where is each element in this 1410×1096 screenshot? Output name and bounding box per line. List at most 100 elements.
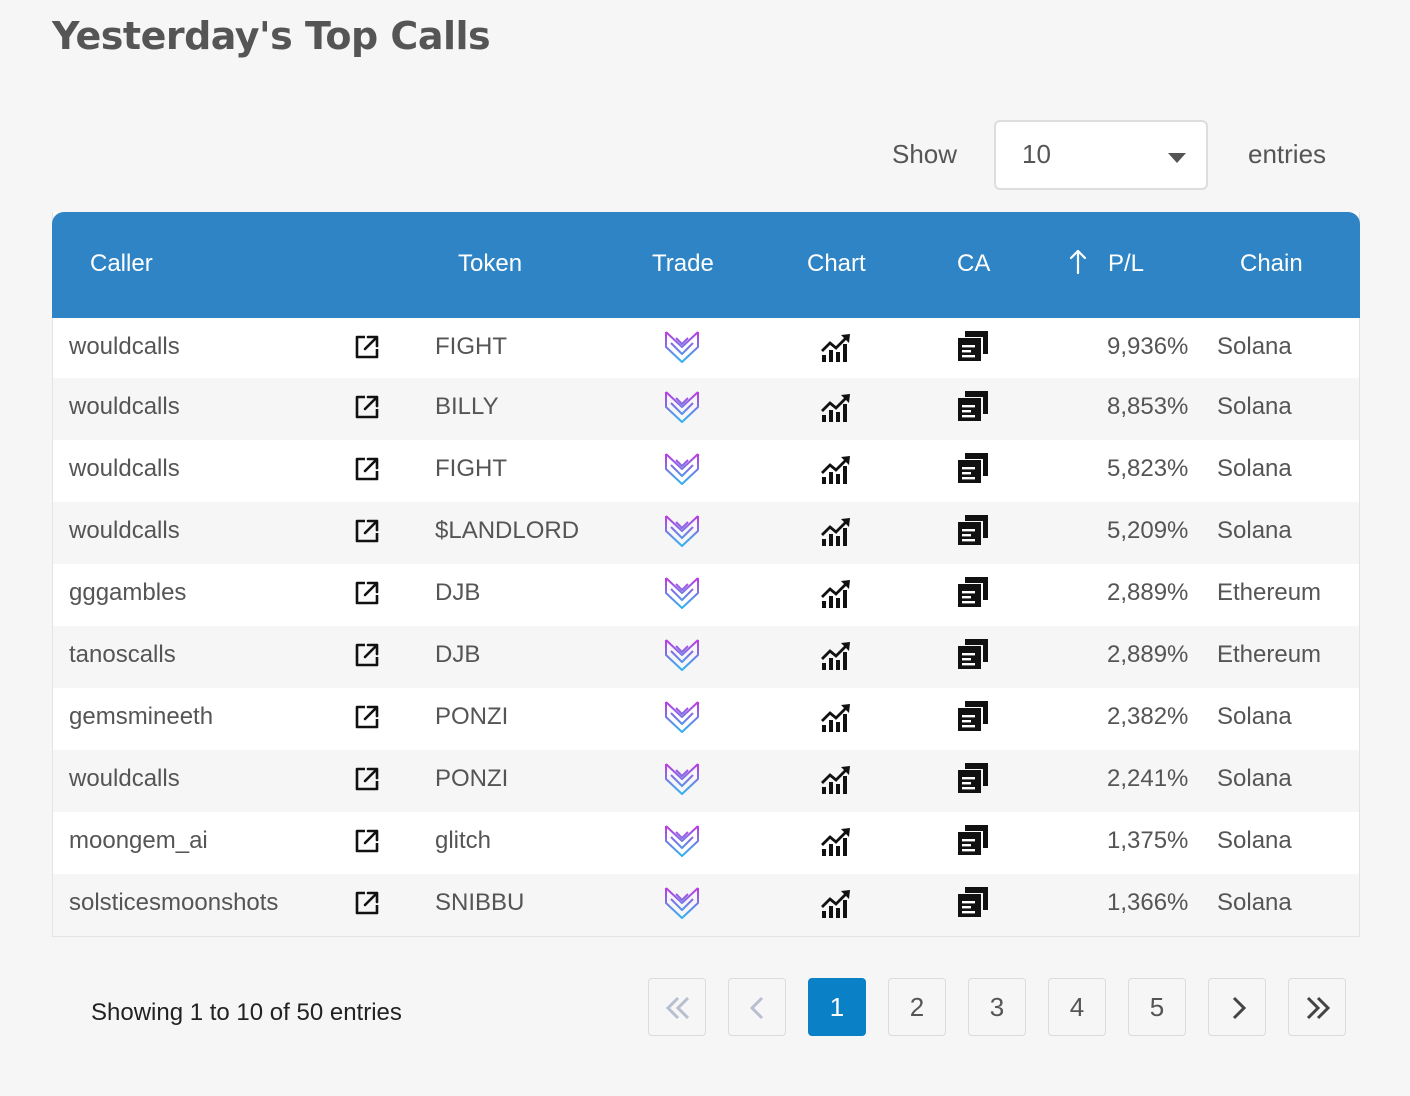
header-token[interactable]: Token [458,250,523,277]
copy-icon[interactable] [956,513,990,547]
trade-logo-icon[interactable] [664,575,700,611]
chart-trend-icon[interactable] [820,701,852,733]
token-symbol: DJB [435,579,481,606]
header-ca[interactable]: CA [957,250,991,277]
caller-name: wouldcalls [69,393,180,420]
table-row: gggambles DJB [53,564,1359,626]
pl-value: 1,366% [1107,889,1189,916]
chart-trend-icon[interactable] [820,331,852,363]
token-symbol: FIGHT [435,333,507,360]
chart-trend-icon[interactable] [820,577,852,609]
chart-trend-icon[interactable] [820,825,852,857]
trade-logo-icon[interactable] [664,823,700,859]
header-trade[interactable]: Trade [652,250,714,277]
external-link-icon[interactable] [354,766,380,792]
external-link-icon[interactable] [354,704,380,730]
pl-value: 5,823% [1107,455,1189,482]
token-symbol: $LANDLORD [435,517,580,544]
chart-trend-icon[interactable] [820,887,852,919]
chain-name: Solana [1217,517,1292,544]
copy-icon[interactable] [956,329,990,363]
caller-name: gggambles [69,579,187,606]
caller-name: moongem_ai [69,827,208,854]
external-link-icon[interactable] [354,456,380,482]
page-3-button[interactable]: 3 [968,978,1026,1036]
trade-logo-icon[interactable] [664,699,700,735]
copy-icon[interactable] [956,451,990,485]
prev-page-button[interactable] [728,978,786,1036]
chain-name: Solana [1217,455,1292,482]
caller-name: gemsmineeth [69,703,214,730]
chain-name: Solana [1217,393,1292,420]
caller-name: wouldcalls [69,333,180,360]
trade-logo-icon[interactable] [664,761,700,797]
trade-logo-icon[interactable] [664,513,700,549]
last-page-button[interactable] [1288,978,1346,1036]
page-2-button[interactable]: 2 [888,978,946,1036]
header-chart[interactable]: Chart [807,250,866,277]
copy-icon[interactable] [956,885,990,919]
page-4-button[interactable]: 4 [1048,978,1106,1036]
token-symbol: FIGHT [435,455,507,482]
token-symbol: PONZI [435,765,509,792]
token-symbol: PONZI [435,703,509,730]
trade-logo-icon[interactable] [664,637,700,673]
entries-length-control: Show 10 entries [892,120,1332,192]
trade-logo-icon[interactable] [664,389,700,425]
copy-icon[interactable] [956,699,990,733]
entries-select[interactable]: 10 [994,120,1208,190]
double-chevron-left-icon [665,996,690,1020]
show-label: Show [892,139,958,169]
table-row: wouldcalls FIGHT [53,318,1359,378]
chevron-left-icon [749,996,764,1020]
external-link-icon[interactable] [354,828,380,854]
external-link-icon[interactable] [354,394,380,420]
next-page-button[interactable] [1208,978,1266,1036]
header-caller[interactable]: Caller [90,250,153,277]
token-symbol: glitch [435,827,492,854]
token-symbol: BILLY [435,393,499,420]
trade-logo-icon[interactable] [664,329,700,365]
chart-trend-icon[interactable] [820,453,852,485]
page-1-button[interactable]: 1 [808,978,866,1036]
arrow-up-icon[interactable] [1068,248,1088,276]
pl-value: 2,889% [1107,579,1189,606]
chart-trend-icon[interactable] [820,639,852,671]
external-link-icon[interactable] [354,890,380,916]
chart-trend-icon[interactable] [820,391,852,423]
page-title: Yesterday's Top Calls [52,14,491,58]
external-link-icon[interactable] [354,334,380,360]
copy-icon[interactable] [956,761,990,795]
chain-name: Ethereum [1217,579,1322,606]
double-chevron-right-icon [1306,996,1331,1020]
page-5-button[interactable]: 5 [1128,978,1186,1036]
table-row: wouldcalls BILLY [53,378,1359,440]
pl-value: 5,209% [1107,517,1189,544]
copy-icon[interactable] [956,637,990,671]
chart-trend-icon[interactable] [820,763,852,795]
chain-name: Solana [1217,827,1292,854]
caller-name: wouldcalls [69,517,180,544]
first-page-button[interactable] [648,978,706,1036]
token-symbol: DJB [435,641,481,668]
header-pl[interactable]: P/L [1108,250,1145,277]
table-row: wouldcalls $LANDLORD [53,502,1359,564]
trade-logo-icon[interactable] [664,885,700,921]
chart-trend-icon[interactable] [820,515,852,547]
external-link-icon[interactable] [354,642,380,668]
caller-name: tanoscalls [69,641,176,668]
copy-icon[interactable] [956,823,990,857]
table-row: wouldcalls PONZI [53,750,1359,812]
external-link-icon[interactable] [354,518,380,544]
external-link-icon[interactable] [354,580,380,606]
caret-down-icon [1168,153,1186,163]
header-chain[interactable]: Chain [1240,250,1303,277]
table-row: solsticesmoonshots SNIBBU [53,874,1359,936]
trade-logo-icon[interactable] [664,451,700,487]
caller-name: wouldcalls [69,765,180,792]
copy-icon[interactable] [956,575,990,609]
caller-name: solsticesmoonshots [69,889,279,916]
table-body: wouldcalls FIGHT [53,318,1359,936]
copy-icon[interactable] [956,389,990,423]
token-symbol: SNIBBU [435,889,525,916]
